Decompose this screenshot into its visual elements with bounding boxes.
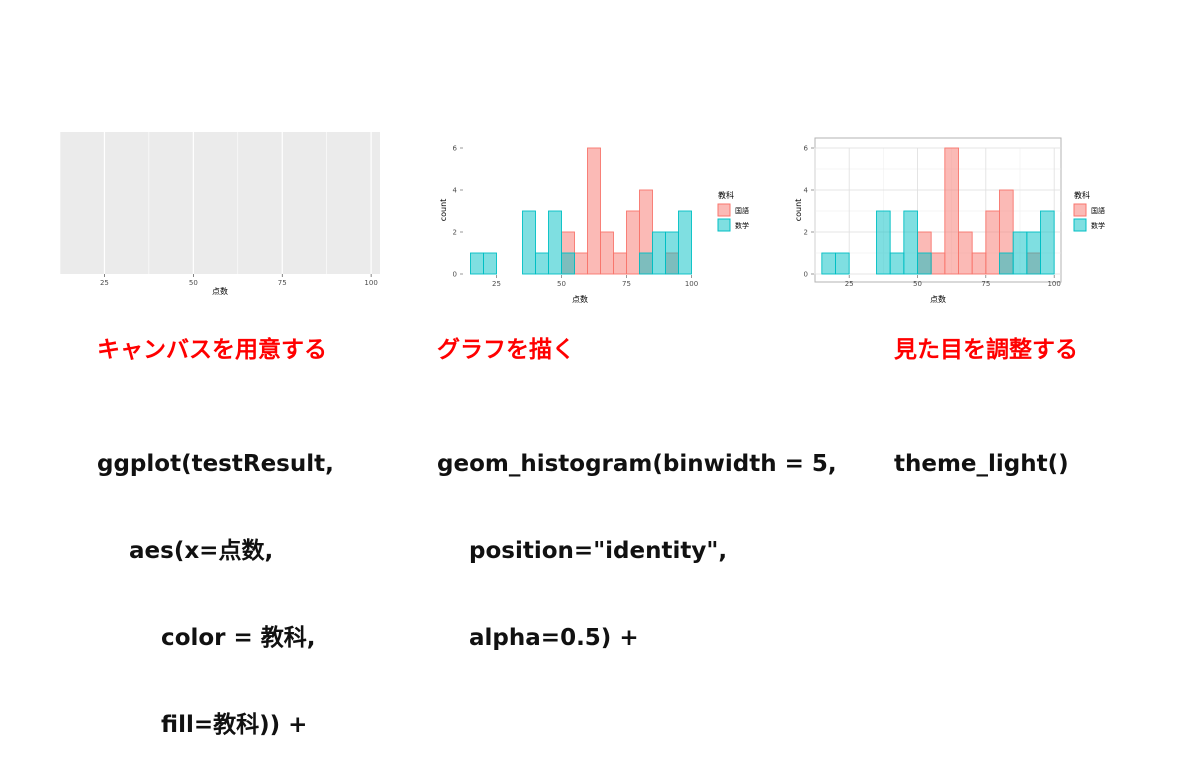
- code-line: fill=教科)) +: [97, 712, 308, 738]
- x-tick-label: 75: [622, 280, 631, 288]
- code-block-ggplot: ggplot(testResult, aes(x=点数, color = 教科,…: [97, 392, 334, 769]
- x-axis-label: 点数: [212, 286, 228, 296]
- x-tick-label: 50: [557, 280, 566, 288]
- legend-key-kokugo: [1073, 203, 1087, 217]
- y-tick-label: 6: [453, 145, 458, 153]
- legend-key-kokugo: [717, 203, 731, 217]
- y-tick-label: 4: [804, 187, 809, 195]
- histogram-bar-sugaku: [665, 231, 679, 275]
- x-tick-label: 75: [278, 279, 287, 287]
- legend-label-kokugo: 国語: [735, 206, 749, 215]
- code-line: theme_light(): [894, 451, 1069, 477]
- histogram-bar-sugaku: [835, 252, 850, 275]
- legend-label-sugaku: 数学: [735, 221, 749, 230]
- legend-label-kokugo: 国語: [1091, 206, 1105, 215]
- histogram-bar-sugaku: [903, 210, 918, 275]
- code-line: ggplot(testResult,: [97, 451, 334, 477]
- histogram-bar-sugaku: [876, 210, 891, 275]
- x-tick-label: 100: [685, 280, 698, 288]
- legend-label-sugaku: 数学: [1091, 221, 1105, 230]
- legend-title: 教科: [718, 190, 734, 200]
- step-heading-adjust: 見た目を調整する: [894, 337, 1078, 363]
- histogram-bar-kokugo: [985, 210, 1000, 275]
- x-tick-label: 50: [189, 279, 198, 287]
- histogram-bar-sugaku: [917, 252, 932, 275]
- y-tick-label: 0: [453, 271, 457, 279]
- code-block-geom-histogram: geom_histogram(binwidth = 5, position="i…: [437, 392, 837, 682]
- histogram-bar-kokugo: [971, 252, 987, 275]
- histogram-bar-kokugo: [930, 252, 946, 275]
- histogram-bar-sugaku: [821, 252, 836, 275]
- histogram-bar-sugaku: [470, 252, 484, 275]
- y-tick-label: 2: [804, 229, 808, 237]
- x-tick-label: 25: [100, 279, 109, 287]
- histogram-bar-sugaku: [483, 252, 497, 275]
- x-axis-label: 点数: [930, 294, 946, 304]
- code-line: alpha=0.5) +: [437, 625, 639, 651]
- legend-key-sugaku: [1073, 218, 1087, 232]
- y-tick-label: 2: [453, 229, 457, 237]
- histogram-bar-sugaku: [561, 252, 575, 275]
- y-axis-label: count: [439, 199, 448, 222]
- x-tick-label: 25: [845, 280, 854, 288]
- legend-key-sugaku: [717, 218, 731, 232]
- histogram-bar-kokugo: [626, 210, 640, 275]
- y-axis-label: count: [794, 199, 803, 222]
- code-line: aes(x=点数,: [97, 538, 274, 564]
- x-tick-label: 50: [913, 280, 922, 288]
- x-tick-label: 100: [1047, 280, 1060, 288]
- histogram-bar-kokugo: [587, 147, 601, 275]
- code-line: geom_histogram(binwidth = 5,: [437, 451, 837, 477]
- histogram-bar-kokugo: [944, 147, 959, 275]
- x-tick-label: 75: [981, 280, 990, 288]
- code-line: color = 教科,: [97, 625, 316, 651]
- chart-canvas: 25 50 75 100 点数: [59, 132, 380, 296]
- histogram-bar-kokugo: [600, 231, 614, 275]
- histogram-bar-sugaku: [522, 210, 536, 275]
- histogram-bar-sugaku: [1026, 231, 1041, 275]
- histogram-bar-sugaku: [548, 210, 562, 275]
- x-tick-label: 100: [364, 279, 377, 287]
- histogram-bar-sugaku: [999, 252, 1014, 275]
- histogram-chart-light: 25 50 75 100 0 2 4 6 点数 count 教科 国語 数学: [794, 137, 1105, 304]
- step-heading-canvas: キャンバスを用意する: [97, 337, 327, 363]
- histogram-bar-sugaku: [639, 252, 653, 275]
- histogram-bar-sugaku: [652, 231, 666, 275]
- code-block-theme: theme_light(): [894, 392, 1069, 508]
- x-tick-label: 25: [492, 280, 501, 288]
- histogram-chart: 25 50 75 100 0 2 4 6 点数 count 教科 国語 数学: [439, 145, 749, 305]
- x-axis-label: 点数: [572, 294, 588, 304]
- histogram-bar-sugaku: [1012, 231, 1028, 275]
- plot-panel-background: [60, 132, 380, 274]
- step-heading-draw: グラフを描く: [437, 337, 575, 363]
- y-tick-label: 4: [453, 187, 458, 195]
- histogram-bar-kokugo: [613, 252, 627, 275]
- histogram-bar-sugaku: [535, 252, 549, 275]
- histogram-bar-kokugo: [574, 252, 588, 275]
- histogram-bar-sugaku: [1040, 210, 1055, 275]
- code-line: position="identity",: [437, 538, 728, 564]
- y-tick-label: 0: [804, 271, 808, 279]
- histogram-bar-sugaku: [678, 210, 692, 275]
- histogram-bar-sugaku: [889, 252, 905, 275]
- y-tick-label: 6: [804, 145, 809, 153]
- legend-title: 教科: [1074, 190, 1090, 200]
- histogram-bar-kokugo: [958, 231, 973, 275]
